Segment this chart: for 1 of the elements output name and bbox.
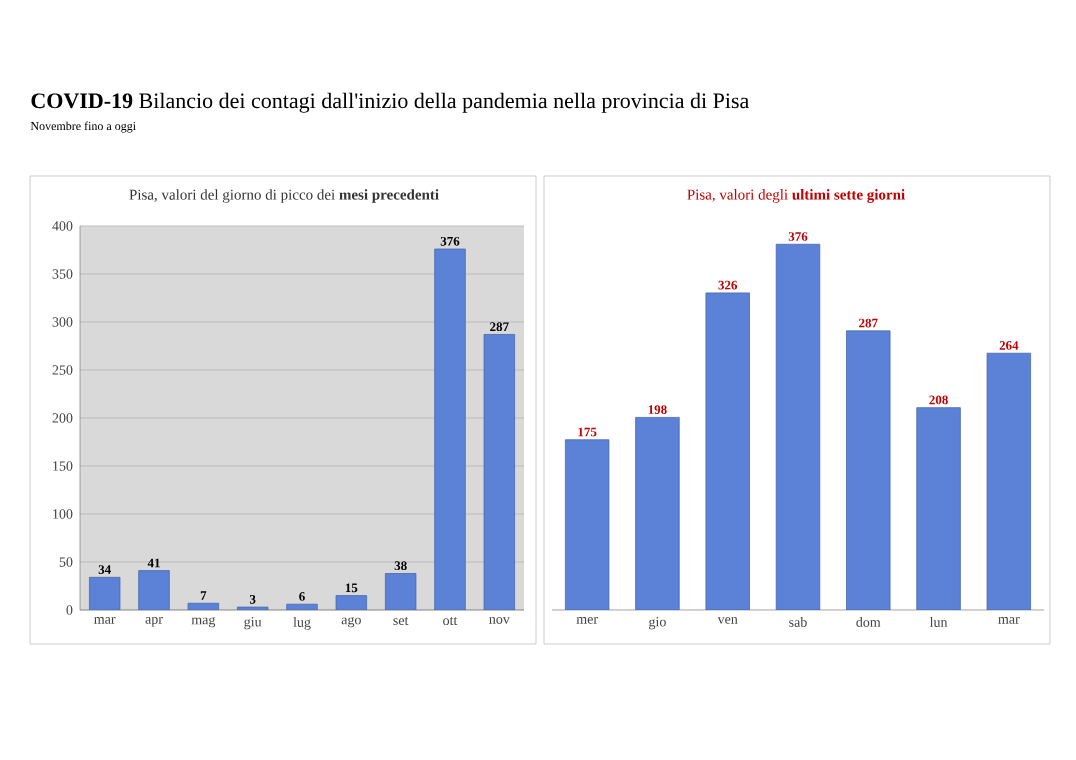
chart-title: COVID-19 Bilancio dei contagi dall'inizio della pandemia nella provincia di Pisa — [31, 92, 749, 113]
